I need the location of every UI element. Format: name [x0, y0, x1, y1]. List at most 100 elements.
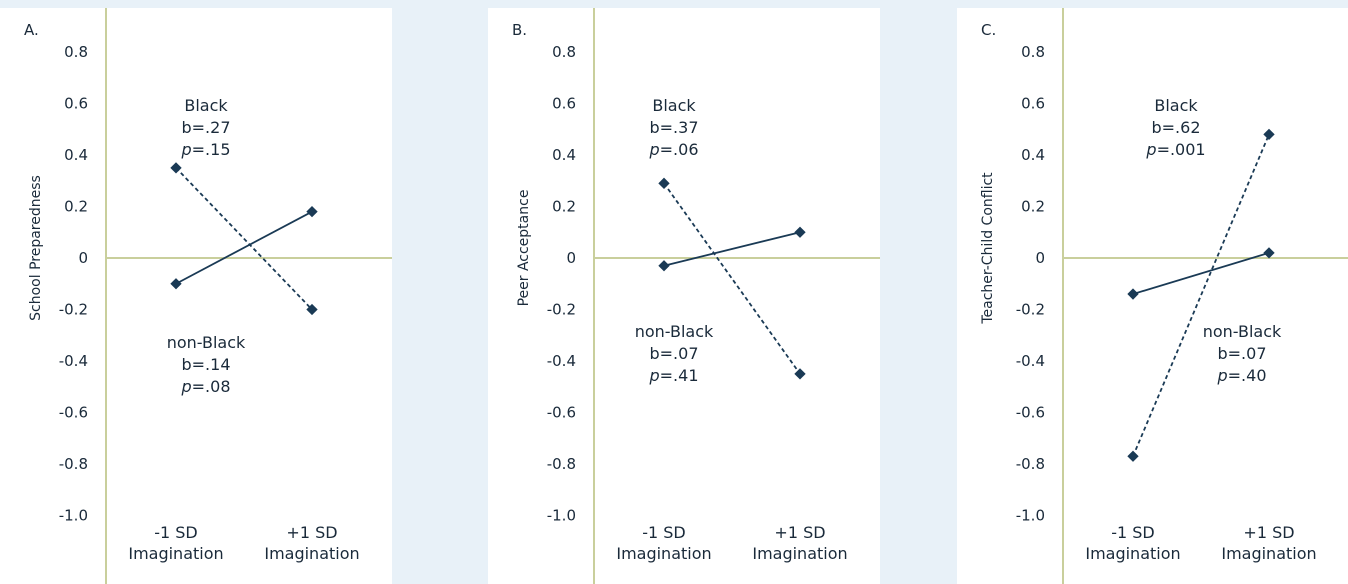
p-symbol: p	[180, 377, 191, 396]
y-tick-label: -0.4	[59, 352, 88, 370]
y-tick-label: 0.6	[64, 95, 88, 113]
series-annotation-b: b=.07	[649, 344, 698, 363]
data-point-black	[1263, 128, 1275, 141]
x-tick-label: Imagination	[264, 544, 359, 563]
series-annotation-name: Black	[1154, 96, 1198, 115]
y-axis-label: Peer Acceptance	[516, 190, 532, 307]
y-tick-label: 0.6	[1021, 95, 1045, 113]
data-point-non-black	[1263, 247, 1275, 259]
y-tick-label: 0.2	[1021, 198, 1045, 216]
y-tick-label: -0.2	[59, 301, 88, 319]
y-tick-label: -0.6	[1016, 404, 1045, 422]
series-annotation-name: Black	[184, 96, 228, 115]
chart-svg: A. 0.8 0.6 0.4 0.2 0 -0.2 -0.4 -0.6 -0.8 -1.0 Schoo…	[24, 8, 392, 584]
data-point-black	[306, 303, 318, 316]
y-tick-label: 0	[78, 249, 88, 267]
series-annotation-b: b=.62	[1151, 118, 1200, 137]
p-value: =.41	[660, 366, 699, 385]
y-tick-label: -1.0	[547, 507, 576, 525]
y-tick-label: 0	[566, 249, 576, 267]
chart-svg: B. 0.8 0.6 0.4 0.2 0 -0.2 -0.4 -0.6 -0.8 -1.0 Peer …	[512, 8, 880, 584]
series-line-black	[1132, 134, 1270, 457]
data-point-non-black	[658, 260, 670, 272]
p-value: =.08	[192, 377, 231, 396]
chart-panel-b: B. 0.8 0.6 0.4 0.2 0 -0.2 -0.4 -0.6 -0.8 -1.0 Peer …	[488, 8, 880, 584]
chart-svg: C. 0.8 0.6 0.4 0.2 0 -0.2 -0.4 -0.6 -0.8 -1.0 Teach…	[980, 8, 1348, 584]
chart-panel-c: C. 0.8 0.6 0.4 0.2 0 -0.2 -0.4 -0.6 -0.8 -1.0 Teach…	[957, 8, 1348, 584]
y-axis-label: School Preparedness	[28, 175, 44, 321]
panel-label: C.	[981, 21, 996, 39]
y-tick-label: -0.8	[59, 455, 88, 473]
data-point-black	[658, 177, 670, 189]
data-point-non-black	[1127, 288, 1139, 300]
series-annotation-p: p=.15	[180, 140, 230, 159]
p-value: =.15	[192, 140, 231, 159]
y-tick-label: 0.8	[64, 43, 88, 61]
x-tick-label: Imagination	[1221, 544, 1316, 563]
p-symbol: p	[180, 140, 191, 159]
panel-label: B.	[512, 21, 527, 39]
p-symbol: p	[648, 140, 659, 159]
x-tick-label: Imagination	[1085, 544, 1180, 563]
data-point-black	[170, 162, 182, 174]
data-point-black	[794, 368, 806, 380]
y-tick-label: 0.6	[552, 95, 576, 113]
x-tick-label: Imagination	[616, 544, 711, 563]
series-annotation-p: p=.001	[1145, 140, 1205, 159]
series-annotation-name: Black	[652, 96, 696, 115]
y-tick-label: 0.4	[552, 146, 576, 164]
y-tick-label: 0	[1035, 249, 1045, 267]
series-annotation-name: non-Black	[635, 322, 714, 341]
y-tick-label: -0.4	[547, 352, 576, 370]
y-tick-label: 0.4	[64, 146, 88, 164]
data-point-non-black	[306, 205, 318, 218]
y-tick-label: -0.8	[547, 455, 576, 473]
x-tick-label: +1 SD	[774, 523, 825, 542]
series-annotation-p: p=.06	[648, 140, 698, 159]
x-tick-label: +1 SD	[286, 523, 337, 542]
p-value: =.40	[1228, 366, 1267, 385]
series-line-black	[175, 167, 313, 311]
series-annotation-p: p=.41	[648, 366, 698, 385]
y-tick-label: -1.0	[1016, 507, 1045, 525]
p-value: =.001	[1157, 140, 1206, 159]
y-axis-label: Teacher-Child Conflict	[980, 172, 996, 325]
data-point-black	[1127, 450, 1139, 462]
series-annotation-b: b=.07	[1217, 344, 1266, 363]
data-point-non-black	[170, 278, 182, 290]
x-tick-label: Imagination	[128, 544, 223, 563]
y-tick-label: -0.2	[547, 301, 576, 319]
x-tick-label: -1 SD	[642, 523, 686, 542]
y-tick-label: 0.2	[64, 198, 88, 216]
series-annotation-name: non-Black	[1203, 322, 1282, 341]
series-annotation-b: b=.14	[181, 355, 230, 374]
y-tick-label: -0.8	[1016, 455, 1045, 473]
chart-panel-a: A. 0.8 0.6 0.4 0.2 0 -0.2 -0.4 -0.6 -0.8 -1.0 Schoo…	[0, 8, 392, 584]
y-tick-label: 0.4	[1021, 146, 1045, 164]
y-tick-label: -0.6	[547, 404, 576, 422]
y-tick-label: -0.4	[1016, 352, 1045, 370]
series-line-non-black	[1132, 251, 1270, 295]
series-annotation-b: b=.27	[181, 118, 230, 137]
series-annotation-b: b=.37	[649, 118, 698, 137]
p-symbol: p	[648, 366, 659, 385]
y-tick-label: -1.0	[59, 507, 88, 525]
x-tick-label: -1 SD	[154, 523, 198, 542]
p-value: =.06	[660, 140, 699, 159]
y-tick-label: 0.8	[552, 43, 576, 61]
panel-label: A.	[24, 21, 39, 39]
y-tick-label: -0.2	[1016, 301, 1045, 319]
p-symbol: p	[1216, 366, 1227, 385]
p-symbol: p	[1145, 140, 1156, 159]
series-annotation-p: p=.08	[180, 377, 230, 396]
series-annotation-p: p=.40	[1216, 366, 1266, 385]
y-tick-label: -0.6	[59, 404, 88, 422]
x-tick-label: +1 SD	[1243, 523, 1294, 542]
series-line-non-black	[663, 231, 801, 267]
data-point-non-black	[794, 226, 806, 238]
y-tick-label: 0.2	[552, 198, 576, 216]
series-line-non-black	[175, 210, 313, 285]
series-annotation-name: non-Black	[167, 333, 246, 352]
y-tick-label: 0.8	[1021, 43, 1045, 61]
x-tick-label: Imagination	[752, 544, 847, 563]
